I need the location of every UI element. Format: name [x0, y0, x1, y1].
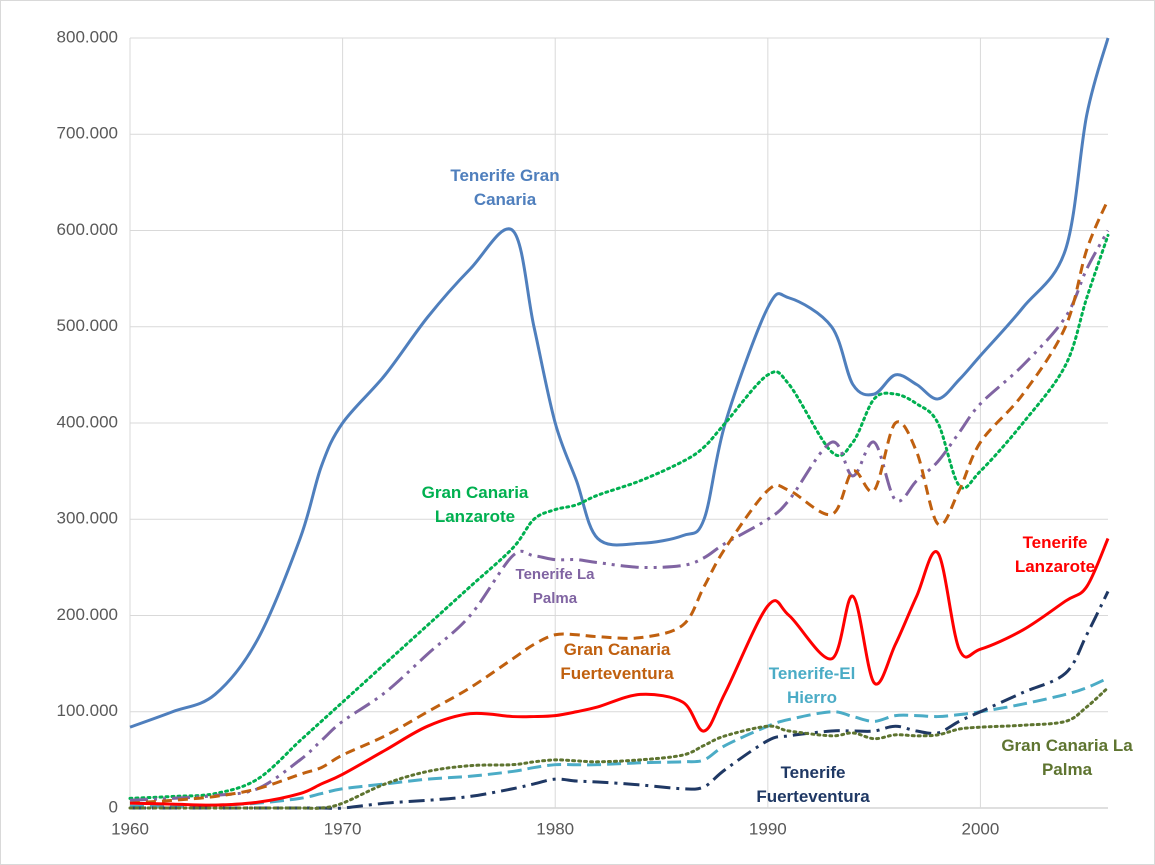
series-line: [128, 686, 1110, 810]
x-tick-label: 1960: [111, 819, 149, 838]
y-tick-label: 0: [109, 797, 118, 816]
series-line: [129, 199, 1110, 805]
series-label: Gran Canaria Fuerteventura: [560, 640, 674, 683]
series-label: Tenerife Lanzarote: [1014, 533, 1096, 576]
x-tick-label: 2000: [962, 819, 1000, 838]
series-line: [128, 233, 1110, 800]
series-label: Tenerife La Palma: [515, 566, 595, 607]
series-label: Gran Canaria Lanzarote: [421, 483, 529, 526]
y-tick-label: 400.000: [57, 412, 118, 431]
series-line: [129, 229, 1110, 802]
y-tick-label: 800.000: [57, 27, 118, 46]
series-line: [129, 37, 1110, 729]
series-label: Tenerife Fuerteventura: [756, 763, 870, 806]
y-tick-label: 300.000: [57, 509, 118, 528]
series-label: Gran Canaria La Palma: [1001, 736, 1133, 779]
x-tick-label: 1970: [324, 819, 362, 838]
series-line: [129, 537, 1110, 807]
series-label: Tenerife-El Hierro: [768, 664, 856, 707]
y-tick-label: 200.000: [57, 605, 118, 624]
x-tick-label: 1990: [749, 819, 787, 838]
y-tick-label: 100.000: [57, 701, 118, 720]
y-tick-label: 700.000: [57, 124, 118, 143]
y-tick-label: 600.000: [57, 220, 118, 239]
x-tick-label: 1980: [536, 819, 574, 838]
series-line: [129, 676, 1109, 808]
series-label: Tenerife Gran Canaria: [450, 166, 560, 209]
y-tick-label: 500.000: [57, 316, 118, 335]
